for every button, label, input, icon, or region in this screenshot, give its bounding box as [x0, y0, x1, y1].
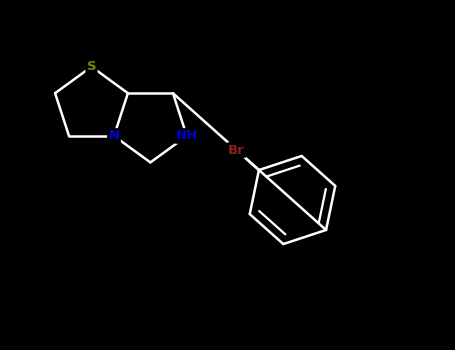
- Text: Br: Br: [228, 144, 245, 156]
- Text: NH: NH: [176, 130, 198, 142]
- Text: N: N: [108, 130, 120, 142]
- Text: S: S: [87, 60, 96, 73]
